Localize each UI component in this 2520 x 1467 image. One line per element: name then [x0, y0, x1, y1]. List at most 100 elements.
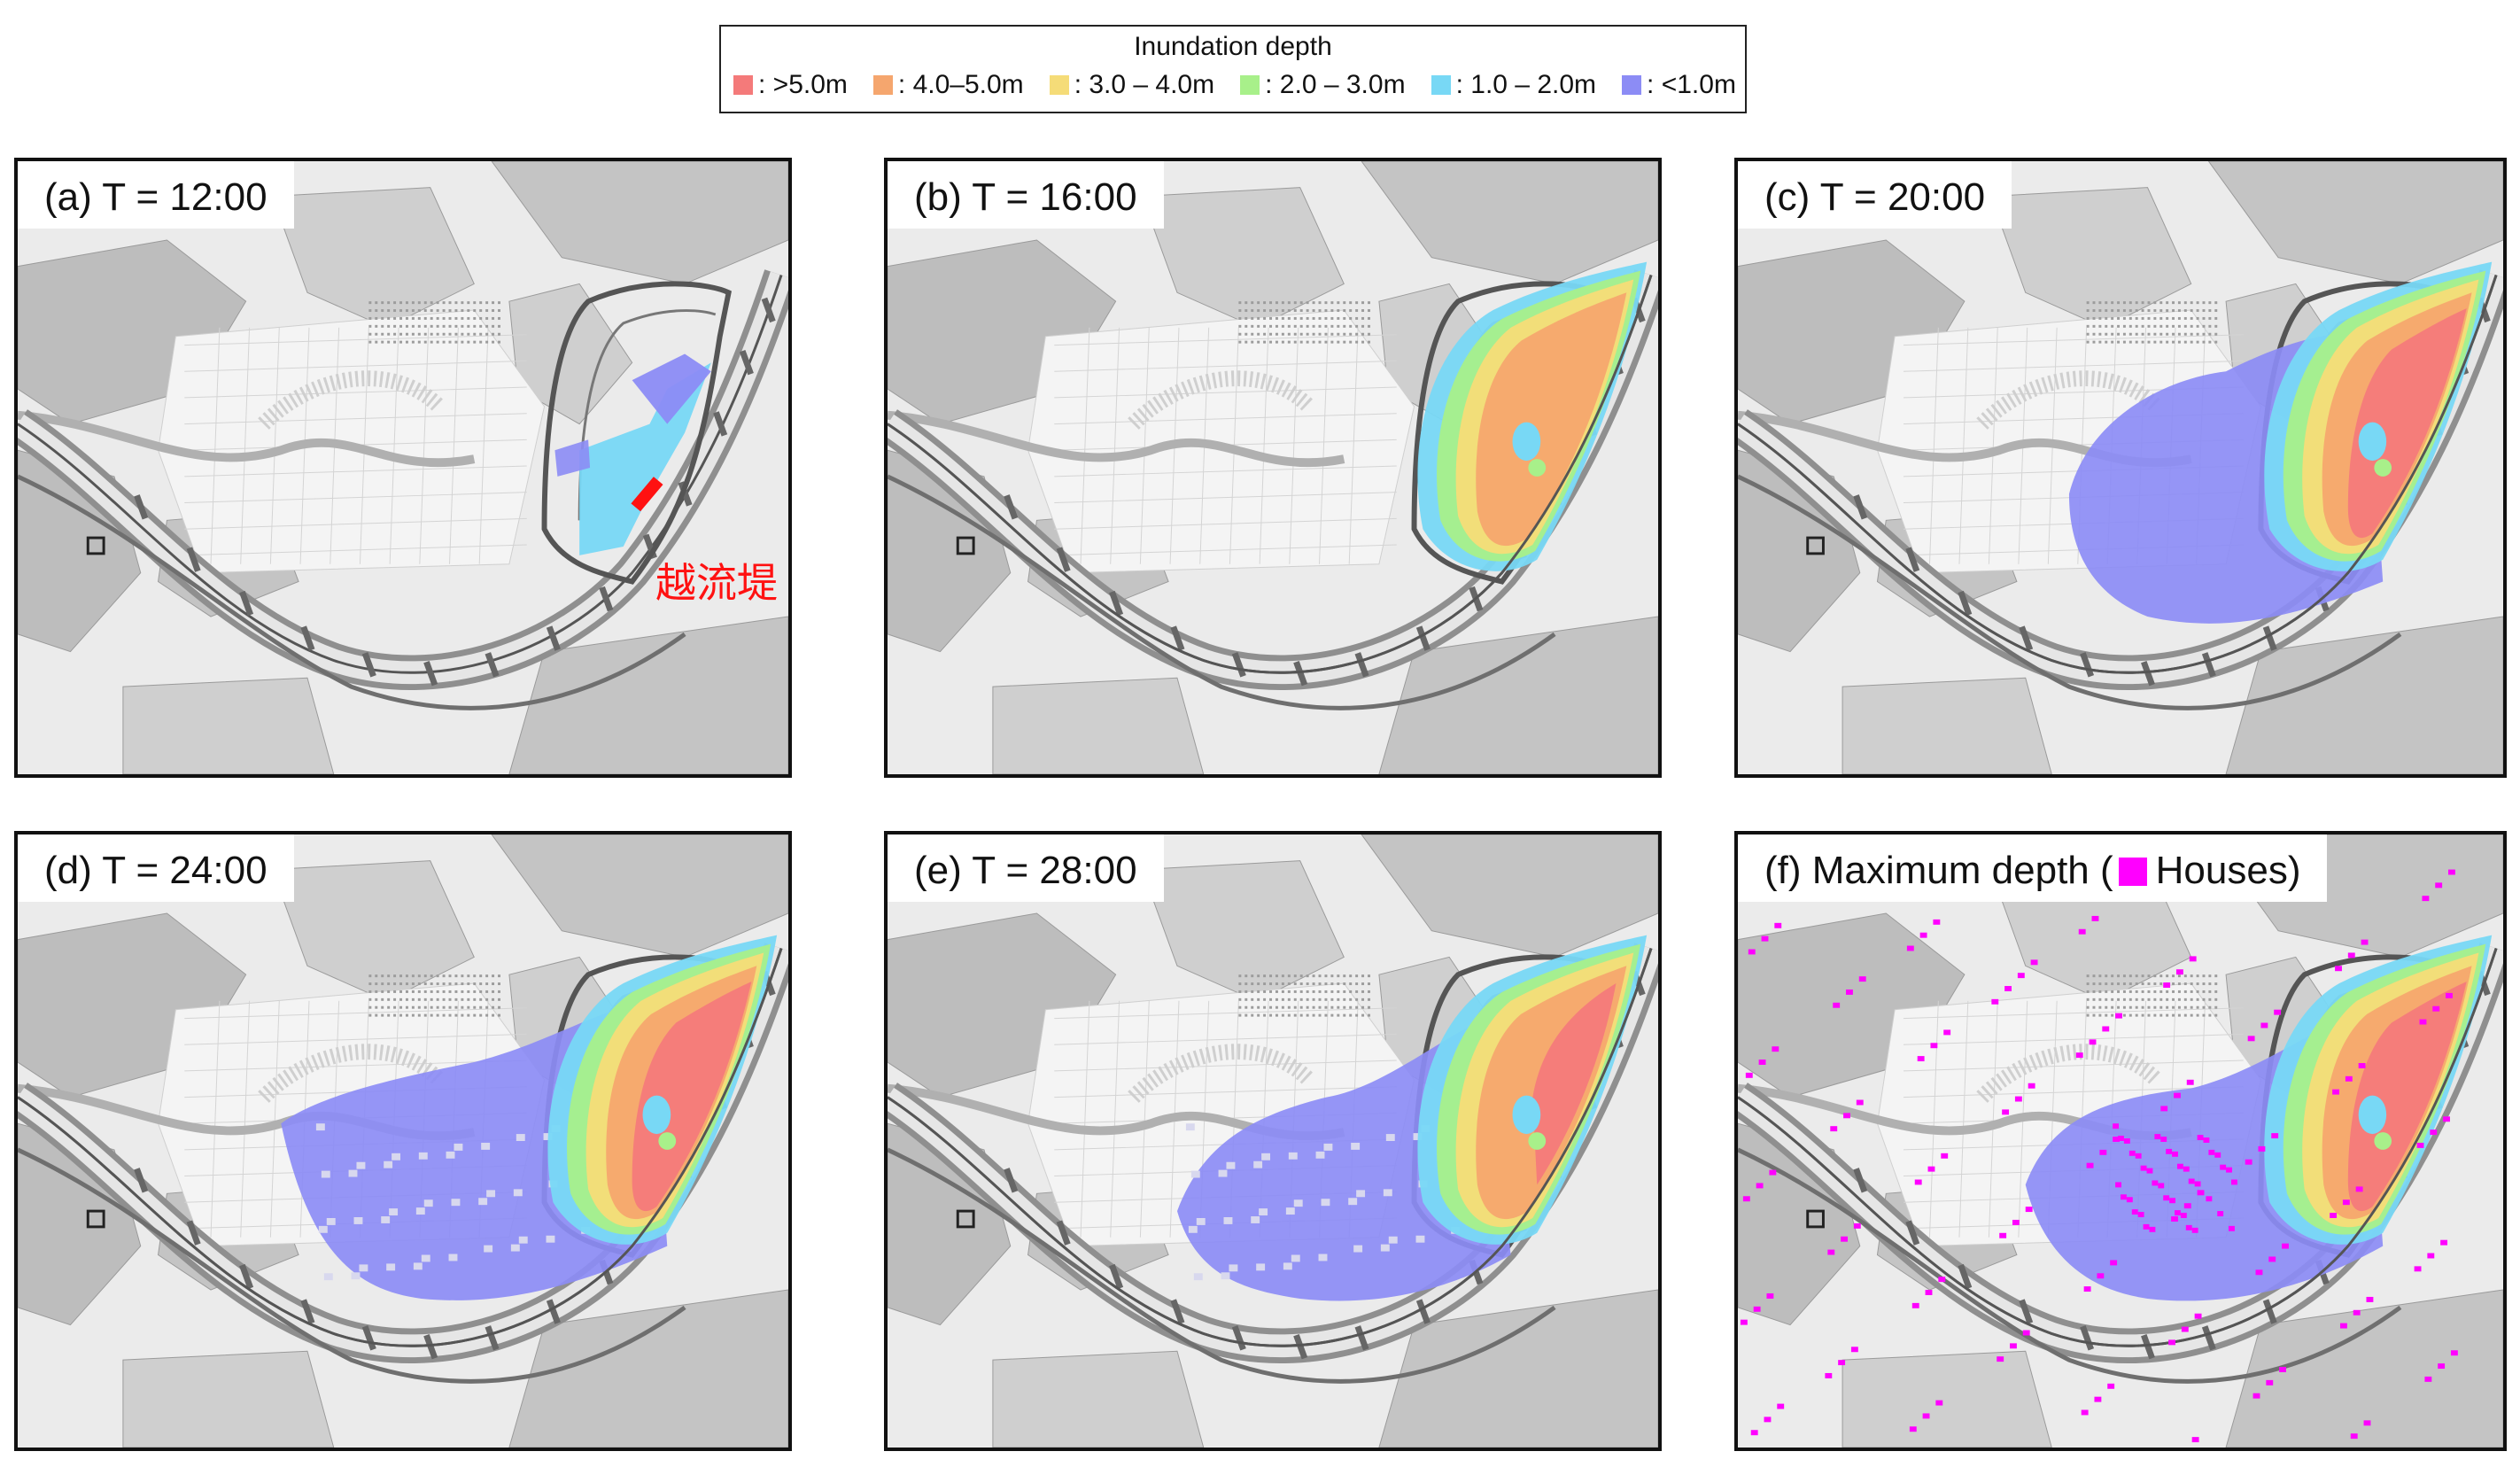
dry-patch: [1188, 1225, 1198, 1233]
building-block: [2086, 316, 2090, 320]
building-block: [2141, 340, 2144, 344]
building-block: [467, 332, 470, 336]
building-block: [1368, 324, 1370, 328]
building-block: [1361, 1005, 1365, 1009]
building-block: [436, 332, 439, 336]
building-block: [1368, 301, 1370, 305]
dry-patch: [1288, 1152, 1298, 1160]
house: [1858, 976, 1866, 982]
house: [1919, 932, 1927, 938]
distance-marker: [1958, 590, 1973, 617]
distance-marker: [713, 411, 728, 437]
building-block: [436, 990, 439, 993]
building-block: [2190, 1013, 2193, 1017]
building-block: [1287, 316, 1291, 320]
town-symbol: [1806, 1209, 1825, 1229]
building-block: [1361, 974, 1365, 978]
building-block: [1251, 1005, 1254, 1009]
distance-marker: [739, 350, 754, 376]
building-block: [393, 997, 397, 1001]
field-line: [478, 327, 489, 564]
building-block: [1324, 1013, 1328, 1017]
building-block: [2196, 982, 2199, 986]
distance-marker: [1958, 1263, 1973, 1290]
flood-depth-over-5m: [2347, 308, 2467, 539]
building-block: [2122, 982, 2126, 986]
building-block: [381, 332, 384, 336]
building-block: [1355, 1013, 1359, 1017]
building-block: [2105, 1013, 2108, 1017]
house: [2353, 1309, 2361, 1316]
house: [1830, 1126, 1838, 1132]
building-block: [387, 301, 391, 305]
building-block: [2208, 301, 2212, 305]
building-block: [1263, 316, 1267, 320]
dry-patch: [478, 1198, 488, 1206]
building-block: [375, 1005, 378, 1009]
building-block: [1318, 309, 1322, 313]
building-block: [2190, 974, 2193, 978]
building-block: [381, 1005, 384, 1009]
building-block: [2147, 974, 2151, 978]
legend: Inundation depth : >5.0m : 4.0–5.0m : 3.…: [719, 25, 1747, 113]
building-block: [2086, 1013, 2090, 1017]
building-block: [2177, 324, 2181, 328]
flood-depth-over-5m: [632, 982, 752, 1212]
building-block: [1244, 316, 1248, 320]
building-block: [461, 974, 464, 978]
building-block: [430, 1005, 433, 1009]
dry-patch: [351, 1272, 361, 1280]
building-block: [1263, 997, 1267, 1001]
legend-item-1-2m: : 1.0 – 2.0m: [1431, 70, 1596, 100]
building-block: [2196, 990, 2199, 993]
building-block: [381, 324, 384, 328]
building-block: [479, 309, 483, 313]
building-block: [2153, 316, 2157, 320]
building-block: [1287, 1013, 1291, 1017]
building-block: [405, 974, 408, 978]
house: [2443, 1116, 2450, 1122]
building-block: [1275, 982, 1278, 986]
building-block: [2172, 301, 2175, 305]
building-block: [442, 301, 446, 305]
highway: [888, 1147, 1556, 1384]
building-block: [485, 332, 489, 336]
house: [1827, 1249, 1835, 1255]
building-block: [417, 997, 421, 1001]
building-block: [2111, 324, 2114, 328]
building-block: [1238, 974, 1242, 978]
building-block: [423, 324, 427, 328]
building-block: [1263, 974, 1267, 978]
building-block: [436, 1005, 439, 1009]
building-block: [2147, 1005, 2151, 1009]
dry-patch: [448, 1254, 458, 1261]
house: [2335, 966, 2342, 972]
distance-marker: [485, 1325, 500, 1351]
distance-marker: [1056, 547, 1071, 572]
house: [1914, 1179, 1922, 1185]
dry-patch: [451, 1199, 461, 1207]
house: [2268, 1256, 2276, 1262]
building-block: [2202, 1013, 2206, 1017]
building-block: [2122, 990, 2126, 993]
building-block: [1324, 316, 1328, 320]
building-block: [2177, 301, 2181, 305]
building-block: [2092, 324, 2096, 328]
building-block: [1275, 316, 1278, 320]
field-line: [1054, 1033, 1397, 1045]
building-block: [2208, 990, 2212, 993]
building-block: [1293, 997, 1297, 1001]
building-block: [2153, 1013, 2157, 1017]
building-block: [2147, 982, 2151, 986]
house: [2430, 1129, 2438, 1136]
legend-item-3-4m: : 3.0 – 4.0m: [1049, 70, 1214, 100]
building-block: [2214, 1013, 2218, 1017]
house: [2163, 982, 2171, 988]
building-block: [1257, 1005, 1260, 1009]
building-block: [411, 974, 415, 978]
building-block: [393, 301, 397, 305]
building-block: [1312, 1005, 1315, 1009]
house: [2422, 896, 2430, 902]
distance-marker: [186, 1220, 201, 1246]
building-block: [1343, 316, 1346, 320]
